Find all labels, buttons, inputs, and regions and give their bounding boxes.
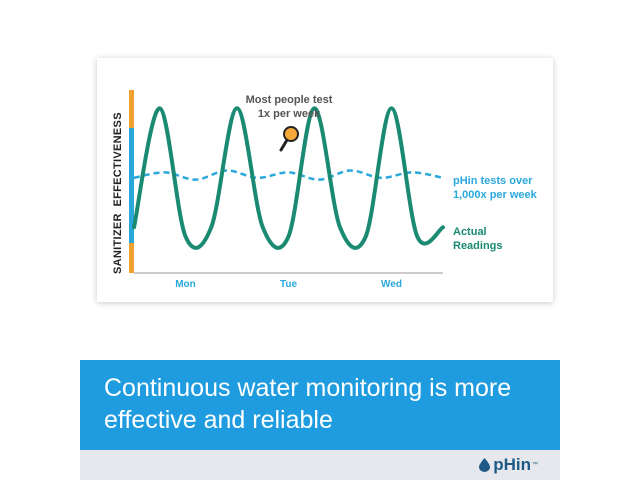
dashed-series-label-2: 1,000x per week xyxy=(453,189,538,201)
chart-card: SANITIZER EFFECTIVENESS Mon Tue Wed Most p… xyxy=(97,58,553,302)
annotation-line-1: Most people test xyxy=(246,94,333,106)
series-line-solid xyxy=(132,106,445,250)
series-line-dashed xyxy=(133,169,444,181)
x-tick-label: Wed xyxy=(381,279,402,290)
x-tick-label: Tue xyxy=(280,279,297,290)
chart-svg: SANITIZER EFFECTIVENESS Mon Tue Wed Most p… xyxy=(112,90,538,290)
footer-bar: pHin ™ xyxy=(80,450,560,480)
headline-text: Continuous water monitoring is more effe… xyxy=(104,374,512,434)
y-bar-middle xyxy=(129,128,134,243)
y-axis-label: SANITIZER EFFECTIVENESS xyxy=(112,112,124,274)
brand-logo: pHin ™ xyxy=(479,455,538,475)
trademark-mark: ™ xyxy=(532,462,538,468)
water-drop-icon xyxy=(479,458,491,472)
dashed-series-label-1: pHin tests over xyxy=(453,175,533,187)
y-bar-bottom xyxy=(129,243,134,273)
solid-series-label-1: Actual xyxy=(453,226,487,238)
y-bar-top xyxy=(129,90,134,128)
headline-banner: Continuous water monitoring is more effe… xyxy=(80,360,560,450)
magnifier-icon xyxy=(279,126,299,152)
brand-name: pHin xyxy=(493,455,531,474)
x-tick-label: Mon xyxy=(175,279,196,290)
solid-series-label-2: Readings xyxy=(453,240,503,252)
series-layer xyxy=(132,106,445,250)
annotation-line-2: 1x per week xyxy=(258,108,321,120)
x-tick-group: Mon Tue Wed xyxy=(175,279,402,290)
